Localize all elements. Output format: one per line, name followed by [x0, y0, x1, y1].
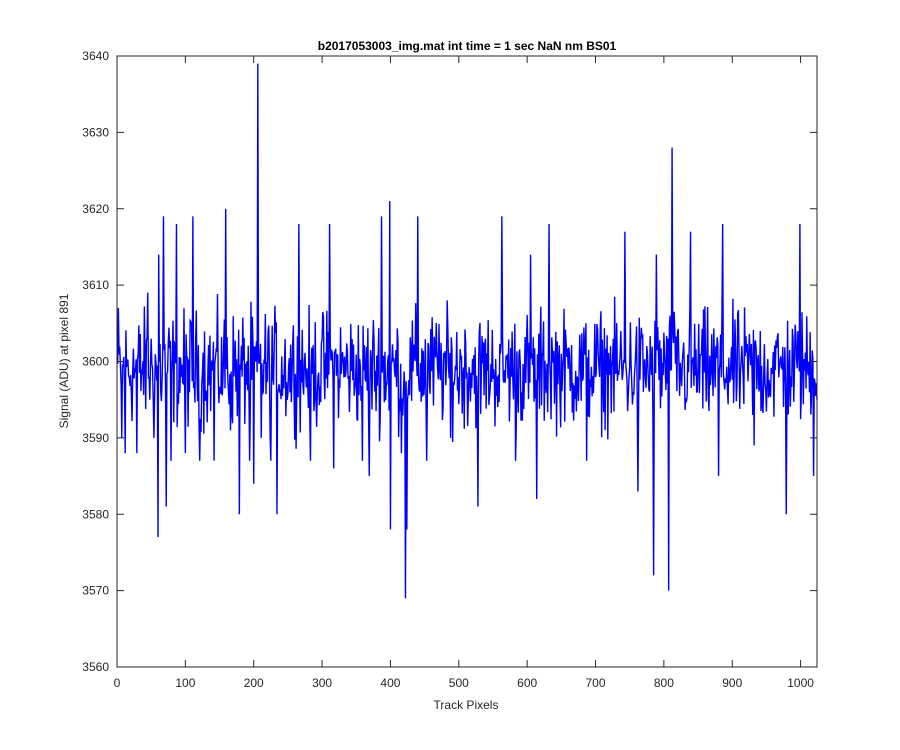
- series-group: [116, 63, 818, 599]
- y-axis-label: Signal (ADU) at pixel 891: [57, 293, 71, 428]
- x-axis: 0 100 200 300 400 500 600 700 800 900 1000: [114, 56, 814, 690]
- y-axis: 3560 3570 3580 3590 3600 3610 3620 3630 3640: [82, 49, 817, 674]
- x-tick-label: 300: [312, 676, 332, 690]
- x-tick-label: 400: [380, 676, 400, 690]
- x-axis-label: Track Pixels: [434, 698, 499, 712]
- x-tick-label: 700: [586, 676, 606, 690]
- y-tick-label: 3610: [82, 278, 109, 292]
- x-tick-label: 600: [517, 676, 537, 690]
- x-tick-label: 500: [449, 676, 469, 690]
- y-tick-label: 3620: [82, 202, 109, 216]
- x-tick-label: 200: [244, 676, 264, 690]
- series-line: [116, 63, 818, 599]
- x-tick-label: 0: [114, 676, 121, 690]
- x-tick-label: 100: [175, 676, 195, 690]
- y-tick-label: 3560: [82, 660, 109, 674]
- chart-title: b2017053003_img.mat int time = 1 sec NaN…: [318, 39, 617, 53]
- y-tick-label: 3600: [82, 355, 109, 369]
- y-tick-label: 3570: [82, 584, 109, 598]
- x-tick-label: 900: [722, 676, 742, 690]
- y-tick-label: 3640: [82, 49, 109, 63]
- x-tick-label: 800: [654, 676, 674, 690]
- y-tick-label: 3630: [82, 125, 109, 139]
- x-tick-label: 1000: [787, 676, 814, 690]
- y-tick-label: 3590: [82, 431, 109, 445]
- y-tick-label: 3580: [82, 507, 109, 521]
